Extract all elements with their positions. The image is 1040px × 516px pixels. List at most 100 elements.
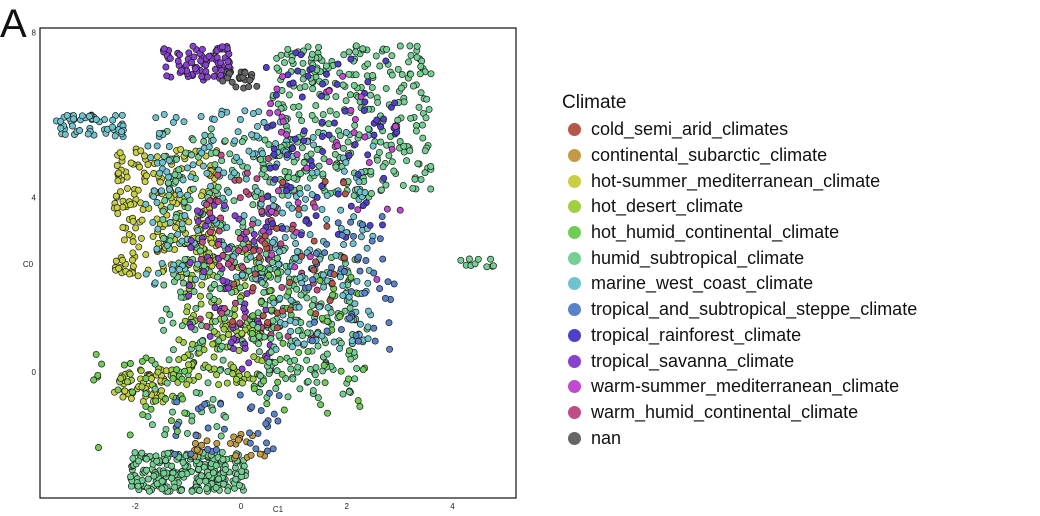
scatter-point [220,169,228,177]
scatter-point [356,403,364,410]
scatter-point [163,72,171,80]
scatter-point [279,209,286,217]
scatter-point [207,182,215,190]
scatter-point [229,318,237,326]
scatter-point [287,327,295,335]
scatter-point [297,291,305,299]
scatter-point [141,152,149,160]
scatter-point [279,339,287,347]
scatter-point [222,413,230,421]
legend-swatch [568,200,581,214]
scatter-point [288,225,296,233]
scatter-point [147,154,155,161]
scatter-point [274,378,282,386]
scatter-point [194,218,202,225]
scatter-point [239,263,247,271]
scatter-point [261,232,269,240]
scatter-point [339,292,347,300]
scatter-point [340,167,348,175]
scatter-point [279,178,287,186]
scatter-point [288,204,296,212]
scatter-point [326,107,334,115]
scatter-point [344,138,352,146]
scatter-point [215,337,223,345]
scatter-point [287,296,295,304]
scatter-point [202,61,210,69]
legend-label: marine_west_coast_climate [591,273,814,294]
scatter-point [400,142,408,150]
scatter-point [423,95,431,103]
scatter-point [312,212,320,220]
scatter-point [205,363,212,371]
scatter-point [272,385,280,392]
scatter-point [188,59,196,66]
legend-swatch [568,405,581,419]
scatter-point [300,127,308,135]
scatter-point [325,158,333,166]
scatter-point [259,150,266,158]
scatter-point [392,123,399,130]
scatter-point [176,191,184,199]
scatter-point [206,292,214,300]
scatter-point [340,241,348,249]
scatter-point [321,379,329,387]
scatter-point [304,348,312,356]
scatter-point [218,111,225,118]
scatter-point [175,336,183,344]
scatter-point [256,450,264,458]
scatter-point [328,279,336,287]
scatter-point [187,450,195,458]
legend-label: hot-summer_mediterranean_climate [591,170,881,191]
scatter-point [421,169,429,177]
scatter-point [309,387,317,395]
scatter-point [92,115,100,123]
scatter-point [284,393,292,401]
scatter-point [162,305,170,313]
scatter-point [419,134,427,142]
scatter-point [388,52,396,60]
scatter-point [218,342,226,350]
scatter-point [183,191,191,199]
scatter-point [345,152,353,159]
legend-label: continental_subarctic_climate [591,145,828,166]
scatter-point [465,255,473,263]
scatter-point [245,359,253,367]
scatter-point [293,285,301,293]
scatter-point [388,71,396,79]
scatter-point [188,151,195,159]
scatter-point [136,163,143,171]
scatter-point [198,337,206,345]
scatter-point [175,266,183,274]
scatter-point [207,125,215,133]
scatter-point [422,114,430,122]
scatter-point [276,356,284,363]
scatter-point [293,151,301,159]
scatter-point [195,373,203,380]
scatter-point [419,121,426,129]
scatter-point [211,161,219,169]
scatter-point [149,218,157,226]
scatter-point [234,128,242,136]
scatter-point [390,167,398,175]
scatter-point [186,259,194,266]
scatter-point [243,371,251,379]
scatter-point [223,74,231,82]
scatter-point [268,258,276,266]
scatter-point [238,271,246,279]
scatter-point [407,114,415,122]
scatter-point [217,71,225,79]
legend-swatch [568,174,581,188]
scatter-point [312,364,320,372]
scatter-point [357,233,365,241]
scatter-point [347,288,355,296]
scatter-point [457,256,465,264]
scatter-point [218,43,226,51]
scatter-point [196,292,204,300]
scatter-point [368,84,376,92]
scatter-point [384,278,392,286]
scatter-point [241,245,249,253]
scatter-point [203,437,211,445]
scatter-point [319,148,327,156]
scatter-point [416,70,424,78]
scatter-point [407,51,415,59]
